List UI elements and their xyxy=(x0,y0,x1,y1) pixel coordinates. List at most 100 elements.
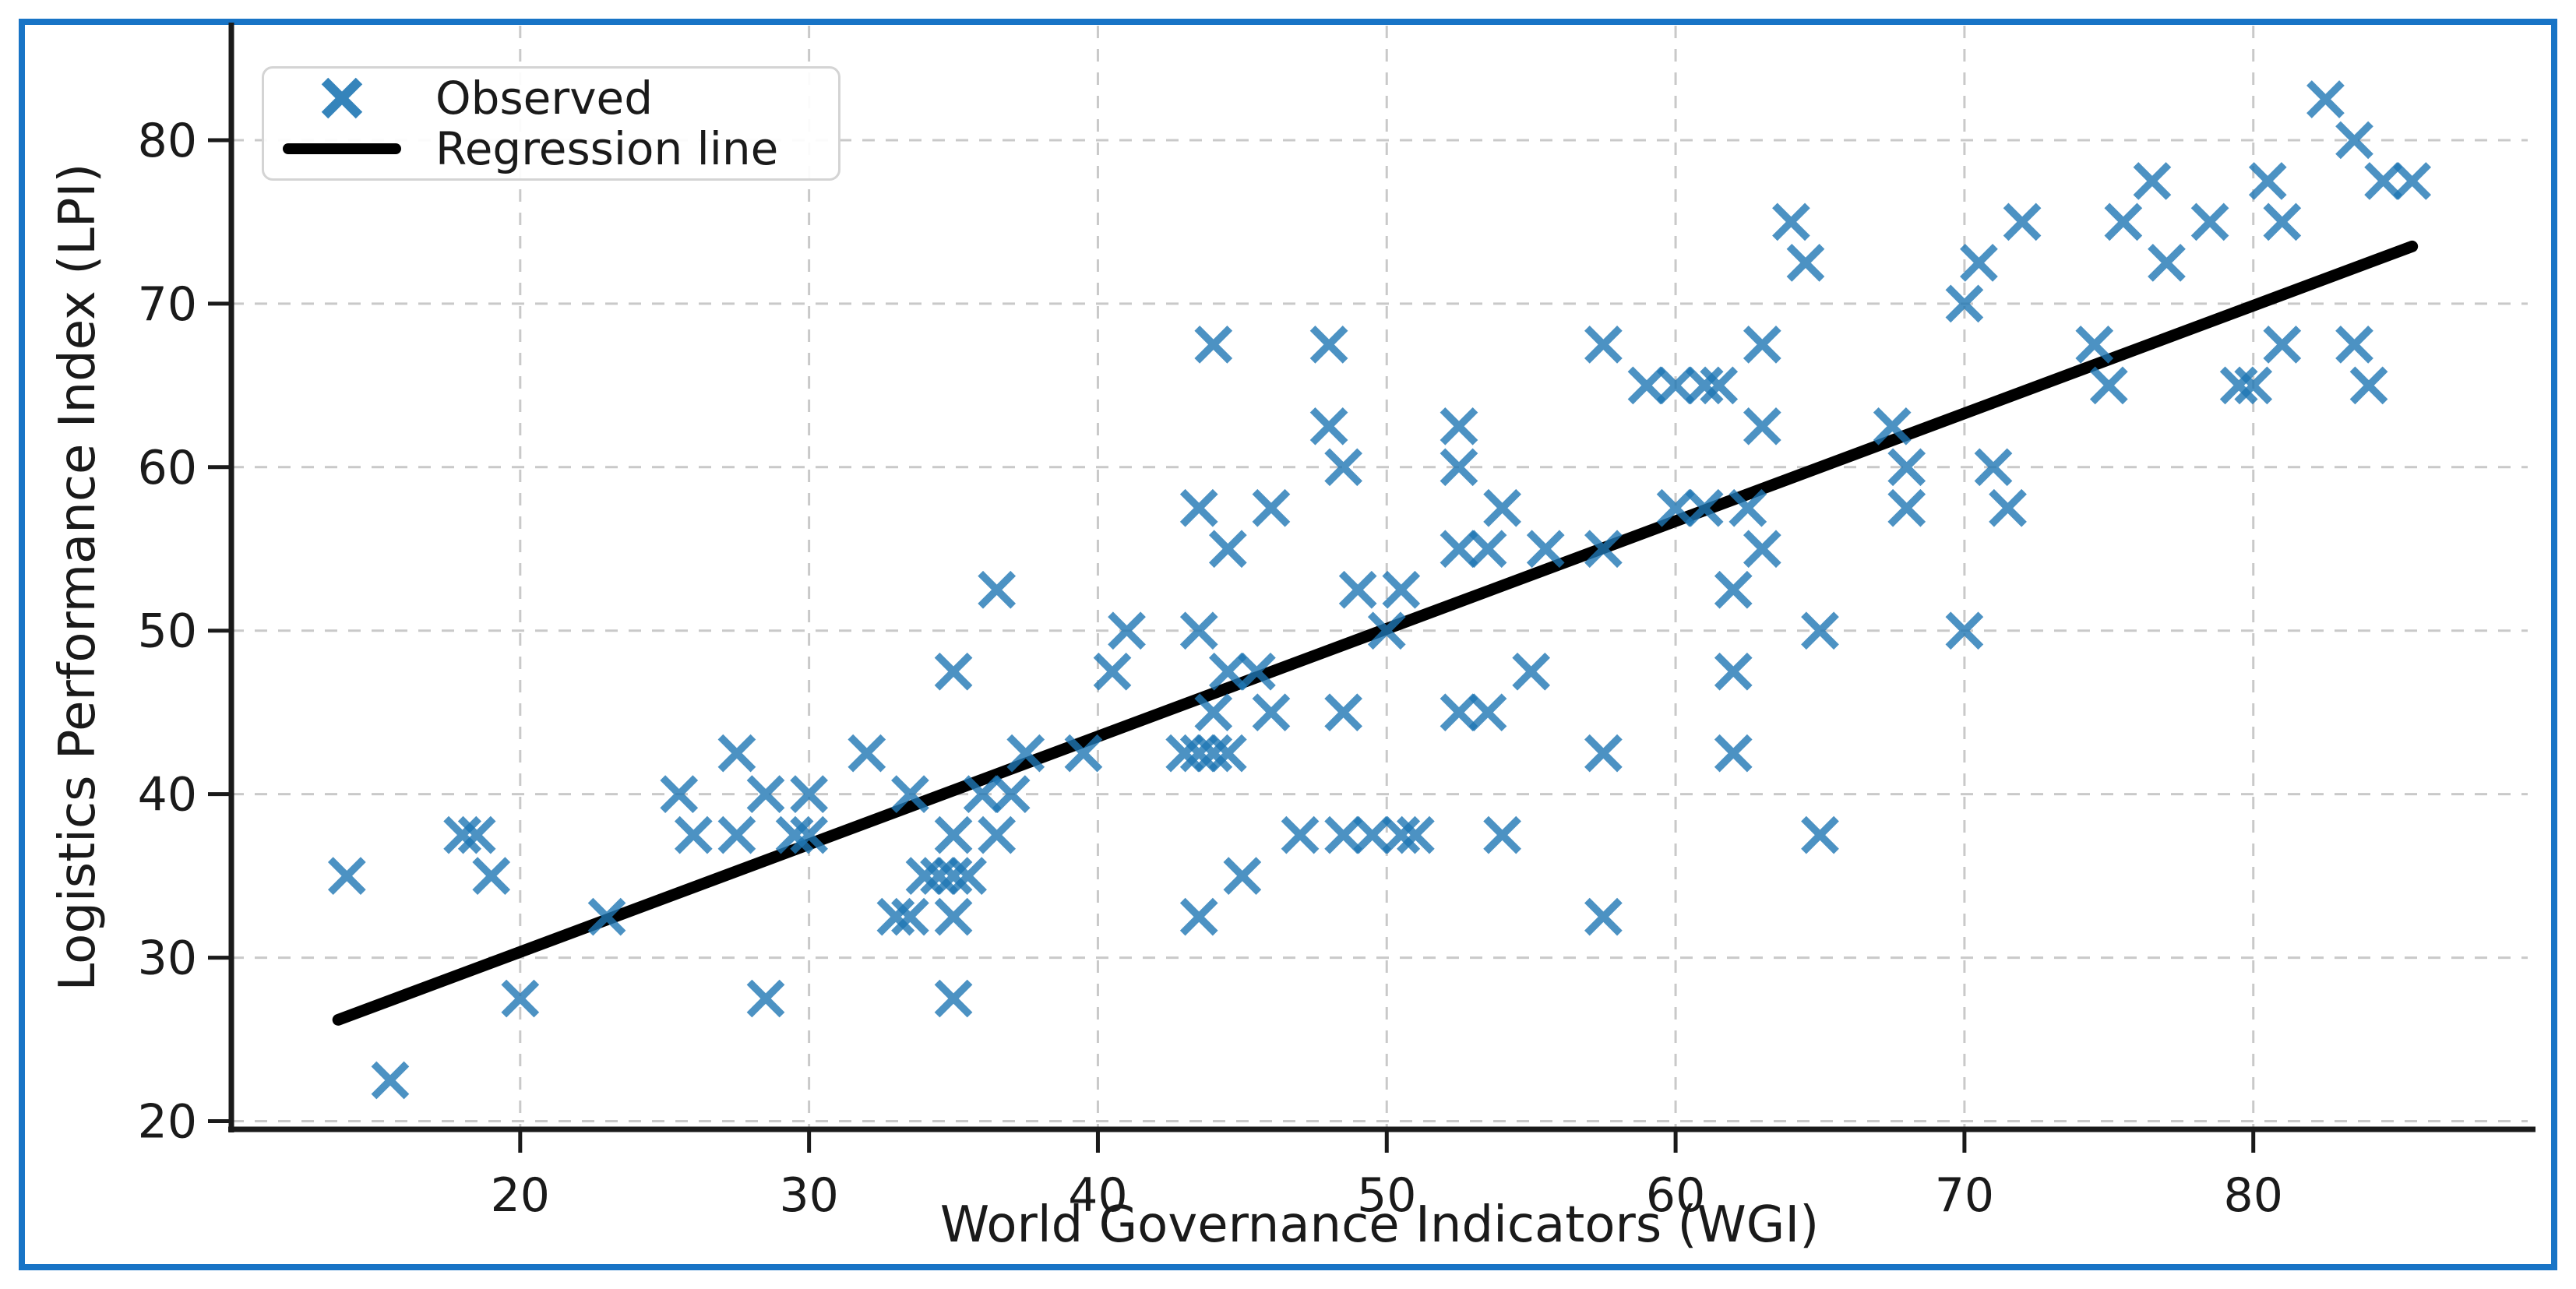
data-point-x-marker xyxy=(1584,530,1623,569)
regression-line-swatch xyxy=(280,143,404,154)
legend-label-regression: Regression line xyxy=(435,122,779,175)
data-point-x-marker xyxy=(1772,203,1810,241)
data-point-x-marker xyxy=(1700,366,1739,405)
y-tick-label: 70 xyxy=(138,277,197,332)
data-point-x-marker xyxy=(1179,734,1218,773)
data-point-x-marker xyxy=(934,652,973,691)
data-point-x-marker xyxy=(1801,611,1839,650)
data-point-x-marker xyxy=(775,815,814,854)
tick-labels: 20 30 40 50 60 70 80 20 30 40 50 60 70 80 xyxy=(138,114,2283,1223)
data-point-x-marker xyxy=(2133,162,2172,200)
data-point-x-marker xyxy=(1887,448,1926,487)
data-point-x-marker xyxy=(2349,366,2388,405)
data-point-x-marker xyxy=(1179,488,1218,527)
data-point-x-marker xyxy=(746,775,785,814)
data-point-x-marker xyxy=(2263,203,2302,241)
data-point-x-marker xyxy=(1064,734,1103,773)
data-point-x-marker xyxy=(1338,570,1377,609)
y-axis-label: Logistics Performance Index (LPI) xyxy=(49,163,107,991)
data-point-x-marker xyxy=(1165,734,1204,773)
data-point-x-marker xyxy=(1656,366,1695,405)
data-point-x-marker xyxy=(1440,693,1478,732)
data-point-x-marker xyxy=(1887,488,1926,527)
data-point-x-marker xyxy=(1440,530,1478,569)
data-point-x-marker xyxy=(1324,448,1363,487)
data-point-x-marker xyxy=(1223,857,1262,895)
data-point-x-marker xyxy=(674,815,713,854)
data-point-x-marker xyxy=(1945,611,1984,650)
data-point-x-marker xyxy=(1281,815,1320,854)
data-point-x-marker xyxy=(2306,80,2345,118)
y-tick-label: 20 xyxy=(138,1095,197,1150)
x-tick-label: 30 xyxy=(779,1168,838,1223)
data-point-x-marker xyxy=(1194,325,1233,364)
y-tick-label: 30 xyxy=(138,932,197,986)
data-point-x-marker xyxy=(1194,734,1233,773)
data-point-x-marker xyxy=(501,979,540,1018)
data-point-x-marker xyxy=(746,979,785,1018)
data-point-x-marker xyxy=(2364,162,2402,200)
data-point-x-marker xyxy=(1483,815,1521,854)
data-point-x-marker xyxy=(1685,488,1724,527)
data-point-x-marker xyxy=(2393,162,2432,200)
data-point-x-marker xyxy=(1179,611,1218,650)
data-point-x-marker xyxy=(1960,244,1998,282)
data-point-x-marker xyxy=(1353,815,1392,854)
data-point-x-marker xyxy=(1006,734,1045,773)
data-point-x-marker xyxy=(457,815,496,854)
data-point-x-marker xyxy=(1714,652,1753,691)
data-point-x-marker xyxy=(1093,652,1132,691)
data-point-x-marker xyxy=(2263,325,2302,364)
y-tick-label: 80 xyxy=(138,114,197,168)
data-point-x-marker xyxy=(1656,488,1695,527)
data-point-x-marker xyxy=(1194,693,1233,732)
data-point-x-marker xyxy=(2248,162,2287,200)
data-point-x-marker xyxy=(1208,530,1247,569)
data-point-x-marker xyxy=(2075,325,2114,364)
data-point-x-marker xyxy=(876,897,915,936)
legend-label-observed: Observed xyxy=(435,72,654,125)
regression-line xyxy=(332,240,2419,1026)
y-tick-label: 60 xyxy=(138,441,197,495)
x-tick-label: 60 xyxy=(1646,1168,1705,1223)
data-point-x-marker xyxy=(443,815,482,854)
data-point-x-marker xyxy=(1440,407,1478,446)
data-point-x-marker xyxy=(920,857,958,895)
data-point-x-marker xyxy=(1728,488,1767,527)
data-point-x-marker xyxy=(978,570,1017,609)
data-point-x-marker xyxy=(1743,530,1781,569)
data-point-x-marker xyxy=(1208,652,1247,691)
data-point-x-marker xyxy=(934,815,973,854)
data-point-x-marker xyxy=(1309,407,1348,446)
data-point-x-marker xyxy=(327,857,366,895)
data-point-x-marker xyxy=(1309,325,1348,364)
data-point-x-marker xyxy=(1989,488,2027,527)
data-point-x-marker xyxy=(905,857,944,895)
data-point-x-marker xyxy=(1324,815,1363,854)
data-point-x-marker xyxy=(2335,325,2373,364)
data-point-x-marker xyxy=(1512,652,1551,691)
data-point-x-marker xyxy=(1714,570,1753,609)
x-axis-label: World Governance Indicators (WGI) xyxy=(939,1196,1820,1254)
x-tick-label: 40 xyxy=(1068,1168,1127,1223)
x-tick-label: 80 xyxy=(2224,1168,2283,1223)
observed-points xyxy=(327,80,2432,1100)
x-tick-label: 50 xyxy=(1357,1168,1416,1223)
data-point-x-marker xyxy=(1584,897,1623,936)
data-point-x-marker xyxy=(1179,897,1218,936)
data-point-x-marker xyxy=(891,897,929,936)
data-point-x-marker xyxy=(790,775,828,814)
data-point-x-marker xyxy=(2148,244,2186,282)
x-tick-label: 70 xyxy=(1935,1168,1994,1223)
observed-x-marker-icon xyxy=(280,70,404,126)
data-point-x-marker xyxy=(1324,693,1363,732)
data-point-x-marker xyxy=(1974,448,2013,487)
data-point-x-marker xyxy=(717,815,756,854)
data-point-x-marker xyxy=(371,1061,410,1100)
data-point-x-marker xyxy=(1440,448,1478,487)
data-point-x-marker xyxy=(1238,652,1276,691)
data-point-x-marker xyxy=(1252,488,1291,527)
figure-border xyxy=(19,19,2557,1270)
tick-marks xyxy=(208,138,2256,1153)
